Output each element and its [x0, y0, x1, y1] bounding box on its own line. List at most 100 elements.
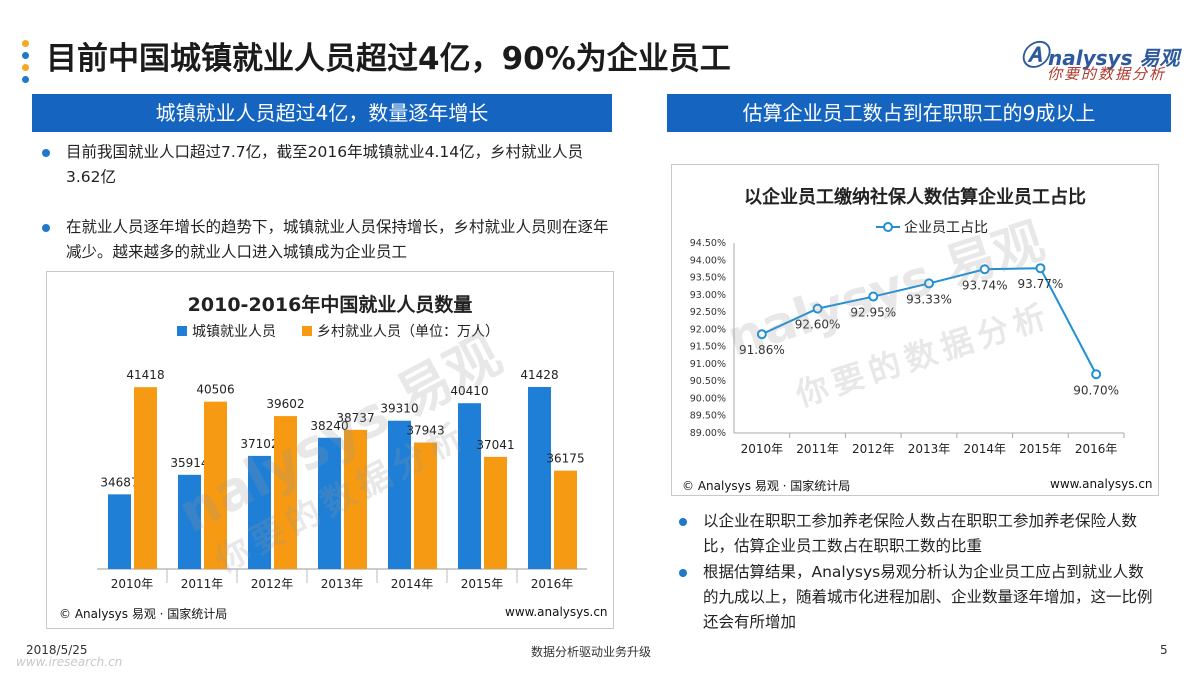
y-tick-label: 89.00%	[690, 428, 726, 439]
bullet-dot	[679, 569, 687, 577]
y-tick-label: 94.00%	[690, 255, 726, 266]
bar-value-label: 40410	[450, 384, 488, 398]
line-chart-source: © Analysys 易观 · 国家统计局	[682, 479, 851, 493]
x-tick-label: 2010年	[741, 442, 784, 456]
line-point	[868, 291, 879, 302]
y-tick-label: 94.50%	[690, 238, 726, 249]
title-dot	[22, 64, 29, 71]
y-tick-label: 90.00%	[690, 393, 726, 404]
line-point	[1035, 263, 1046, 274]
bar-rural	[274, 416, 297, 569]
bar-value-label: 35914	[170, 456, 208, 470]
y-tick-label: 93.00%	[690, 290, 726, 301]
bar-value-label: 34687	[100, 475, 138, 489]
bar-urban	[388, 420, 411, 569]
footer-site: www.iresearch.cn	[16, 655, 123, 669]
bullet-dot	[42, 224, 50, 232]
point-value-label: 92.95%	[850, 306, 896, 320]
legend-marker	[883, 222, 893, 232]
line-point	[812, 303, 823, 314]
line-point	[979, 264, 990, 275]
bar-rural	[134, 387, 157, 569]
right-bullet-2-text: 根据估算结果，Analysys易观分析认为企业员工应占到就业人数的九成以上，随着…	[703, 563, 1153, 631]
x-tick-label: 2014年	[963, 442, 1006, 456]
left-bullet-1: 目前我国就业人口超过7.7亿，截至2016年城镇就业4.14亿，乡村就业人员3.…	[42, 140, 611, 190]
line-point	[756, 329, 767, 340]
line-point	[924, 278, 934, 289]
legend-label: 企业员工占比	[904, 219, 988, 236]
page-title: 目前中国城镇就业人员超过4亿，90%为企业员工	[46, 41, 731, 77]
bullet-dot	[42, 149, 50, 157]
x-tick-label: 2011年	[181, 577, 224, 591]
x-tick-label: 2013年	[908, 442, 951, 456]
right-bullet-1: 以企业在职职工参加养老保险人数占在职职工参加养老保险人数比，估算企业员工数占在职…	[679, 509, 1153, 559]
bar-chart-title: 2010-2016年中国就业人员数量	[187, 294, 473, 316]
bar-rural	[204, 401, 227, 569]
logo-text: nalysys 易观	[1048, 46, 1180, 70]
title-dot	[22, 52, 29, 59]
x-tick-label: 2010年	[111, 577, 154, 591]
page-number: 5	[1160, 643, 1168, 657]
bar-urban	[458, 403, 481, 569]
bar-value-label: 36175	[546, 452, 584, 466]
footer-date: 2018/5/25	[26, 643, 88, 657]
bar-urban	[318, 437, 341, 569]
x-tick-label: 2013年	[321, 577, 364, 591]
point-value-label: 93.77%	[1018, 277, 1064, 291]
title-dot	[22, 76, 29, 83]
bar-rural	[344, 429, 367, 569]
y-tick-label: 92.00%	[690, 324, 726, 335]
x-tick-label: 2015年	[461, 577, 504, 591]
bar-value-label: 37943	[406, 424, 444, 438]
title-dots	[22, 40, 30, 88]
y-tick-label: 91.00%	[690, 359, 726, 370]
left-bullet-1-text: 目前我国就业人口超过7.7亿，截至2016年城镇就业4.14亿，乡村就业人员3.…	[66, 143, 584, 186]
legend-label: 城镇就业人员	[192, 324, 276, 340]
right-bullet-1-text: 以企业在职职工参加养老保险人数占在职职工参加养老保险人数比，估算企业员工数占在职…	[703, 512, 1138, 555]
left-bullet-2: 在就业人员逐年增长的趋势下，城镇就业人员保持增长，乡村就业人员则在逐年减少。越来…	[42, 215, 611, 265]
bar-value-label: 38240	[310, 419, 348, 433]
title-dot	[22, 40, 29, 47]
bar-chart-svg: 城镇就业人员 乡村就业人员（单位：万人） 34687 41418 2010年 35914 4…	[97, 324, 587, 591]
line-point	[1091, 369, 1102, 380]
employment-bar-chart-box: 2010-2016年中国就业人员数量 城镇就业人员 乡村就业人员（单位：万人） 34…	[46, 271, 614, 629]
legend-label: 乡村就业人员（单位：万人）	[317, 324, 499, 340]
y-tick-label: 89.50%	[690, 411, 726, 422]
x-tick-label: 2016年	[1075, 442, 1118, 456]
bar-urban	[178, 474, 201, 569]
bar-value-label: 38737	[336, 411, 374, 425]
bar-rural	[414, 442, 437, 569]
bar-rural	[554, 470, 577, 569]
bar-value-label: 40506	[196, 383, 234, 397]
bar-urban	[248, 455, 271, 569]
brand-slogan: 你要的数据分析	[1047, 65, 1167, 83]
bar-urban	[528, 386, 551, 569]
bar-chart-url: www.analysys.cn	[505, 605, 608, 619]
line-chart-svg: 企业员工占比 89.00% 89.50% 90.00% 90.50% 91.00% 91.5…	[690, 219, 1125, 456]
line-chart-url: www.analysys.cn	[1050, 477, 1153, 491]
x-tick-label: 2016年	[531, 577, 574, 591]
x-tick-label: 2012年	[251, 577, 294, 591]
x-tick-label: 2014年	[391, 577, 434, 591]
footer-slogan: 数据分析驱动业务升级	[531, 645, 652, 659]
bar-value-label: 39310	[380, 402, 418, 416]
bar-value-label: 37102	[240, 437, 278, 451]
legend-swatch	[302, 326, 312, 336]
y-tick-label: 93.50%	[690, 273, 726, 284]
y-tick-label: 91.50%	[690, 342, 726, 353]
line-chart-title: 以企业员工缴纳社保人数估算企业员工占比	[744, 187, 1086, 208]
bar-value-label: 41418	[126, 368, 164, 382]
x-tick-label: 2015年	[1019, 442, 1062, 456]
right-bullet-2: 根据估算结果，Analysys易观分析认为企业员工应占到就业人数的九成以上，随着…	[679, 560, 1153, 635]
left-banner: 城镇就业人员超过4亿，数量逐年增长	[32, 94, 612, 132]
bar-urban	[108, 494, 131, 569]
point-value-label: 93.33%	[906, 292, 952, 306]
brand-logo: Ⓐnalysys 易观	[1020, 34, 1179, 74]
x-tick-label: 2012年	[852, 442, 895, 456]
bar-value-label: 41428	[520, 368, 558, 382]
x-tick-label: 2011年	[796, 442, 839, 456]
bar-value-label: 37041	[476, 438, 514, 452]
legend-swatch	[177, 326, 187, 336]
bar-rural	[484, 456, 507, 569]
point-value-label: 92.60%	[795, 318, 841, 332]
